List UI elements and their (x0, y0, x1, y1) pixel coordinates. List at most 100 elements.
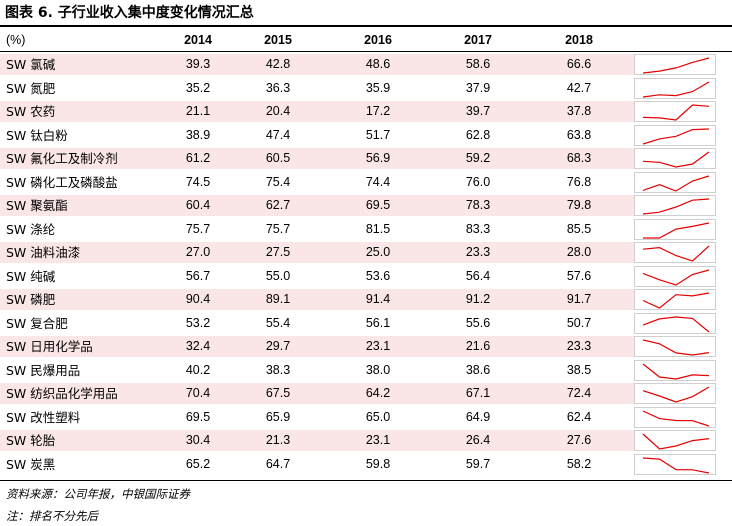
value-cell: 81.5 (365, 221, 391, 236)
trend-sparkline (634, 171, 716, 193)
value-cell: 61.2 (185, 151, 211, 165)
sparkline-line (642, 151, 710, 168)
sparkline-svg (642, 80, 710, 98)
value-cell: 70.4 (185, 386, 211, 400)
sparkline-svg (642, 57, 710, 74)
year-header: 2016 (364, 33, 392, 47)
sparkline-svg (642, 456, 710, 474)
sparkline-line (642, 315, 710, 332)
value-cell: 75.7 (185, 221, 211, 236)
trend-sparkline (634, 148, 716, 169)
value-cell: 57.6 (566, 268, 592, 283)
year-header: 2015 (264, 33, 292, 47)
value-cell: 51.7 (365, 127, 391, 142)
value-cell: 26.4 (465, 433, 491, 447)
value-cell: 29.7 (265, 339, 291, 353)
industry-name: SW 聚氨酯 (6, 198, 68, 213)
figure-title: 图表 6. 子行业收入集中度变化情况汇总 (5, 5, 254, 21)
sparkline-svg (642, 409, 710, 427)
value-cell: 55.4 (265, 315, 291, 330)
table-row: SW 涤纶 75.7 75.7 81.5 83.3 85.5 (0, 218, 732, 240)
row-shading (0, 148, 634, 169)
table-row: SW 磷肥 90.4 89.1 91.4 91.2 91.7 (0, 288, 732, 310)
value-cell: 27.6 (566, 433, 592, 447)
trend-sparkline (634, 124, 716, 146)
value-cell: 56.4 (465, 268, 491, 283)
value-cell: 17.2 (365, 104, 391, 118)
value-cell: 62.4 (566, 409, 592, 424)
sparkline-line (642, 198, 710, 215)
industry-name: SW 炭黑 (6, 456, 56, 472)
trend-sparkline (634, 359, 716, 381)
sparkline-svg (642, 339, 710, 356)
value-cell: 76.8 (566, 174, 592, 189)
sparkline-line (643, 221, 710, 239)
trend-sparkline (634, 265, 716, 287)
value-cell: 23.1 (365, 433, 391, 447)
value-cell: 35.9 (365, 80, 391, 95)
sparkline-line (642, 174, 710, 192)
table-row: SW 纺织品化学用品 70.4 67.5 64.2 67.1 72.4 (0, 382, 732, 404)
value-cell: 59.7 (465, 456, 491, 471)
sparkline-svg (642, 268, 710, 286)
table-row: SW 氟化工及制冷剂 61.2 60.5 56.9 59.2 68.3 (0, 147, 732, 169)
sparkline-line (642, 386, 710, 403)
value-cell: 62.8 (465, 127, 491, 142)
sparkline-svg (642, 174, 710, 192)
year-header: 2018 (565, 33, 593, 47)
value-cell: 38.5 (566, 362, 592, 377)
value-cell: 38.3 (265, 362, 291, 377)
industry-name: SW 钛白粉 (6, 127, 68, 143)
year-header: 2017 (464, 33, 492, 47)
table-row: SW 氯碱 39.3 42.8 48.6 58.6 66.6 (0, 53, 732, 75)
trend-sparkline (634, 195, 716, 216)
value-cell: 27.5 (265, 245, 291, 259)
sparkline-svg (642, 363, 710, 380)
value-cell: 79.8 (566, 198, 592, 212)
industry-name: SW 氯碱 (6, 57, 56, 72)
table-row: SW 农药 21.1 20.4 17.2 39.7 37.8 (0, 100, 732, 122)
industry-name: SW 复合肥 (6, 315, 68, 331)
value-cell: 23.3 (465, 245, 491, 259)
value-cell: 39.7 (465, 104, 491, 118)
value-cell: 35.2 (185, 80, 211, 95)
value-cell: 21.1 (185, 104, 211, 118)
value-cell: 55.0 (265, 268, 291, 283)
trend-sparkline (634, 77, 716, 99)
value-cell: 75.4 (265, 174, 291, 189)
sparkline-line (642, 127, 710, 145)
value-cell: 36.3 (265, 80, 291, 95)
value-cell: 59.2 (465, 151, 491, 165)
value-cell: 76.0 (465, 174, 491, 189)
value-cell: 65.2 (185, 456, 211, 471)
value-cell: 40.2 (185, 362, 211, 377)
value-cell: 39.3 (185, 57, 211, 71)
row-shading (0, 54, 634, 75)
industry-name: SW 涤纶 (6, 221, 56, 237)
value-cell: 91.7 (566, 292, 592, 306)
industry-name: SW 磷肥 (6, 292, 56, 307)
sparkline-svg (642, 245, 710, 262)
sparkline-line (642, 433, 710, 450)
value-cell: 56.1 (365, 315, 391, 330)
row-shading (0, 101, 634, 122)
value-cell: 90.4 (185, 292, 211, 306)
industry-name: SW 油料油漆 (6, 245, 81, 260)
table-row: SW 炭黑 65.2 64.7 59.8 59.7 58.2 (0, 453, 732, 475)
industry-name: SW 轮胎 (6, 433, 56, 448)
row-shading (0, 289, 634, 310)
value-cell: 38.0 (365, 362, 391, 377)
value-cell: 30.4 (185, 433, 211, 447)
sparkline-svg (642, 151, 710, 168)
value-cell: 23.3 (566, 339, 592, 353)
value-cell: 64.7 (265, 456, 291, 471)
value-cell: 65.0 (365, 409, 391, 424)
sparkline-svg (642, 198, 710, 215)
value-cell: 55.6 (465, 315, 491, 330)
value-cell: 42.7 (566, 80, 592, 95)
value-cell: 37.9 (465, 80, 491, 95)
value-cell: 91.4 (365, 292, 391, 306)
table-row: SW 钛白粉 38.9 47.4 51.7 62.8 63.8 (0, 124, 732, 146)
value-cell: 85.5 (566, 221, 592, 236)
source-note: 资料来源：公司年报，中银国际证券 (6, 487, 190, 501)
